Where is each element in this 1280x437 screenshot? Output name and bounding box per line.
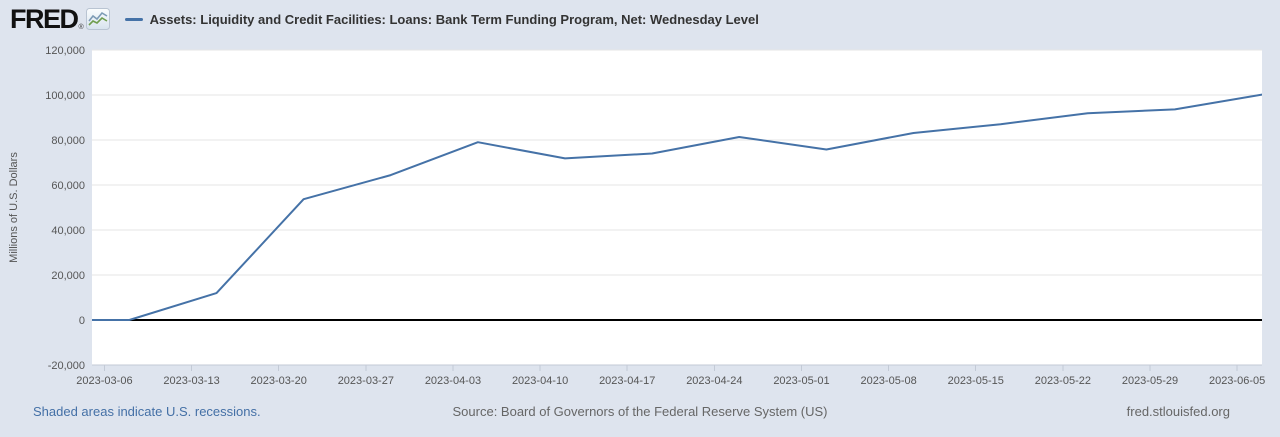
y-tick-label: 80,000: [51, 135, 85, 147]
x-tick-label: 2023-05-08: [860, 375, 916, 387]
fred-site-link[interactable]: fred.stlouisfed.org: [1126, 404, 1230, 419]
x-tick-label: 2023-04-17: [599, 375, 655, 387]
x-tick-label: 2023-03-27: [338, 375, 394, 387]
y-axis-title: Millions of U.S. Dollars: [8, 152, 20, 263]
x-tick-label: 2023-06-05: [1209, 375, 1265, 387]
x-tick-label: 2023-03-13: [163, 375, 219, 387]
x-tick-label: 2023-05-01: [773, 375, 829, 387]
x-tick-label: 2023-03-20: [251, 375, 307, 387]
y-tick-label: 40,000: [51, 225, 85, 237]
source-attribution: Source: Board of Governors of the Federa…: [452, 404, 828, 419]
series-line-marker-icon: [124, 17, 143, 21]
x-tick-label: 2023-05-29: [1122, 375, 1178, 387]
y-tick-label: 100,000: [45, 90, 85, 102]
x-tick-label: 2023-05-22: [1035, 375, 1091, 387]
registered-trademark-mark: ®: [78, 23, 84, 31]
y-tick-label: 60,000: [51, 180, 85, 192]
x-tick-label: 2023-04-10: [512, 375, 568, 387]
chart-footer: Shaded areas indicate U.S. recessions. S…: [0, 395, 1280, 437]
recessions-note-link[interactable]: Shaded areas indicate U.S. recessions.: [33, 404, 261, 419]
series-line[interactable]: [42, 93, 1262, 321]
chart-area: -20,000 0 20,000 40,000 60,000 80,000 100,000 1…: [0, 38, 1280, 395]
y-tick-label: -20,000: [48, 360, 85, 372]
x-tick-label: 2023-04-24: [686, 375, 742, 387]
x-tick-label: 2023-05-15: [948, 375, 1004, 387]
fred-logo-text: FRED: [10, 3, 79, 34]
x-tick-label: 2023-04-03: [425, 375, 481, 387]
fred-logo[interactable]: FRED ®: [10, 3, 110, 34]
y-tick-label: 20,000: [51, 270, 85, 282]
y-tick-label: 120,000: [45, 45, 85, 57]
chart-header: FRED ® Assets: Liquidity and Credit Faci…: [0, 0, 1280, 38]
fred-sparkline-icon: [85, 8, 110, 30]
series-legend[interactable]: Assets: Liquidity and Credit Facilities:…: [124, 11, 759, 27]
plot-area: [92, 50, 1262, 365]
x-tick-label: 2023-03-06: [76, 375, 132, 387]
series-title: Assets: Liquidity and Credit Facilities:…: [149, 11, 759, 27]
y-tick-label: 0: [79, 315, 85, 327]
line-chart[interactable]: -20,000 0 20,000 40,000 60,000 80,000 100,000 1…: [0, 38, 1280, 395]
